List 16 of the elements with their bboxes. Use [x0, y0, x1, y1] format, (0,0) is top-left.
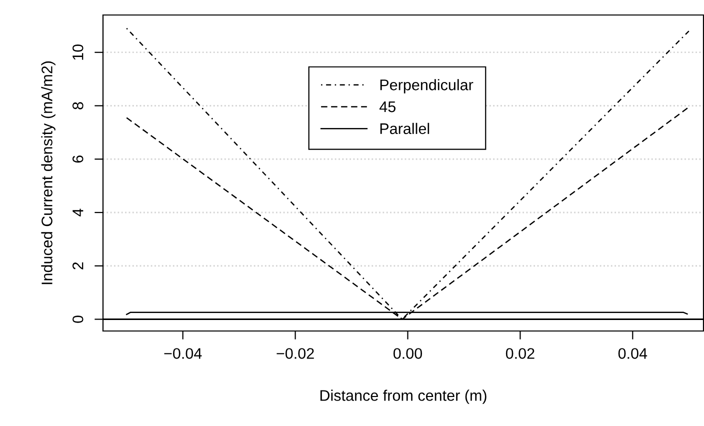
- legend-label: Parallel: [380, 122, 430, 134]
- y-tick-label: 0: [72, 316, 84, 323]
- x-axis-title: Distance from center (m): [320, 390, 486, 404]
- y-tick-label: 10: [72, 44, 84, 60]
- y-tick-label: 2: [72, 262, 84, 270]
- legend-label: 45: [379, 102, 396, 112]
- y-tick-label: 4: [72, 208, 84, 216]
- y-axis-title: Induced Current density (mA/m2): [41, 61, 56, 284]
- x-tick-label: 0.02: [506, 348, 534, 359]
- x-tick-label: 0.04: [618, 348, 648, 359]
- legend-label: Perpendicular: [380, 79, 474, 94]
- x-tick-label: −0.04: [164, 348, 202, 359]
- y-tick-label: 6: [72, 156, 84, 163]
- y-tick-label: 8: [72, 102, 84, 110]
- x-tick-label: 0.00: [393, 348, 422, 359]
- x-tick-label: −0.02: [276, 348, 314, 359]
